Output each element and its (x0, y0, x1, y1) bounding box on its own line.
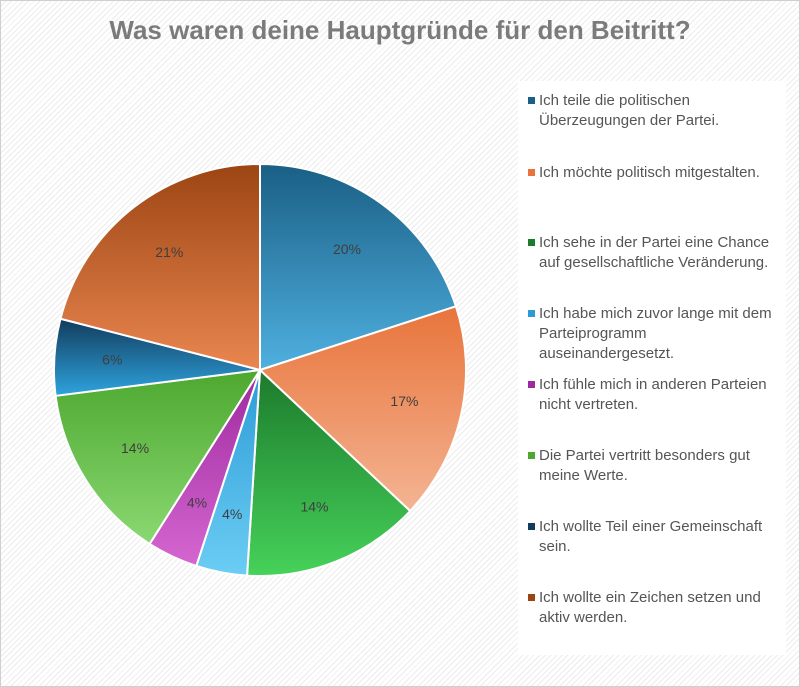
legend-label: Ich möchte politisch mitgestalten. (539, 164, 760, 181)
legend: Ich teile die politischen Überzeugungen … (518, 81, 786, 655)
legend-item: Ich sehe in der Partei eine Chance auf g… (528, 233, 780, 273)
chart-title: Was waren deine Hauptgründe für den Beit… (109, 15, 691, 45)
legend-item: Ich wollte Teil einer Gemeinschaft sein. (528, 517, 780, 557)
legend-swatch (528, 523, 535, 530)
legend-item: Die Partei vertritt besonders gut meine … (528, 446, 780, 486)
legend-swatch (528, 452, 535, 459)
pie-slice (59, 162, 261, 372)
legend-swatch (528, 310, 535, 317)
legend-item: Ich wollte ein Zeichen setzen und aktiv … (528, 588, 780, 628)
pie-slice (259, 162, 458, 372)
legend-swatch (528, 239, 535, 246)
legend-item: Ich fühle mich in anderen Parteien nicht… (528, 375, 780, 415)
legend-label: Ich sehe in der Partei eine Chance auf g… (539, 234, 770, 271)
slice-data-label: 14% (121, 440, 149, 456)
legend-label: Ich habe mich zuvor lange mit dem Partei… (539, 305, 772, 362)
slice-data-label: 17% (390, 393, 418, 409)
slice-data-label: 14% (300, 498, 328, 514)
slice-data-label: 6% (102, 351, 122, 367)
legend-swatch (528, 97, 535, 104)
legend-item: Ich habe mich zuvor lange mit dem Partei… (528, 304, 780, 364)
legend-swatch (528, 381, 535, 388)
legend-item: Ich teile die politischen Überzeugungen … (528, 91, 780, 131)
legend-label: Ich wollte Teil einer Gemeinschaft sein. (539, 518, 763, 555)
slice-data-label: 20% (333, 241, 361, 257)
legend-swatch (528, 169, 535, 176)
slice-data-label: 4% (222, 506, 242, 522)
legend-label: Ich wollte ein Zeichen setzen und aktiv … (539, 589, 761, 626)
pie-slice (246, 367, 412, 577)
legend-label: Ich fühle mich in anderen Parteien nicht… (539, 376, 767, 413)
slice-data-label: 21% (155, 244, 183, 260)
pie-slice (54, 368, 262, 546)
slice-data-label: 4% (187, 495, 207, 511)
legend-swatch (528, 594, 535, 601)
legend-label: Ich teile die politischen Überzeugungen … (539, 92, 720, 129)
pie-slice (258, 305, 467, 513)
legend-item: Ich möchte politisch mitgestalten. (528, 163, 780, 183)
legend-label: Die Partei vertritt besonders gut meine … (539, 447, 750, 484)
